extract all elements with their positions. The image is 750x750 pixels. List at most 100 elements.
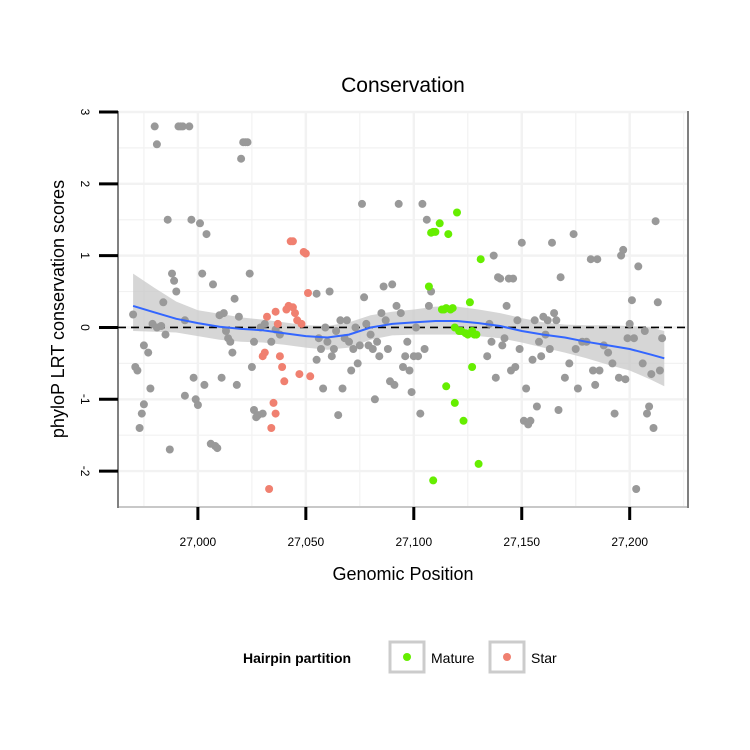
point-star-14 <box>288 237 297 246</box>
legend-label-mature: Mature <box>431 650 475 666</box>
point-other-75 <box>332 327 341 335</box>
point-other-99 <box>383 345 392 353</box>
point-mature-27 <box>468 327 477 335</box>
point-other-150 <box>548 238 556 247</box>
point-other-46 <box>230 294 239 303</box>
point-other-17 <box>165 445 174 454</box>
point-mature-20 <box>468 363 477 371</box>
point-other-124 <box>491 373 500 382</box>
point-star-6 <box>271 409 280 418</box>
point-other-15 <box>161 330 170 339</box>
point-other-32 <box>198 269 207 278</box>
point-other-183 <box>643 409 651 418</box>
point-other-95 <box>375 352 384 361</box>
point-other-26 <box>185 122 194 131</box>
x-axis-ticks: 27,000 27,050 27,100 27,150 27,200 <box>180 507 648 549</box>
point-mature-5 <box>435 219 444 228</box>
point-star-7 <box>273 319 282 328</box>
point-other-118 <box>424 301 433 310</box>
point-star-3 <box>265 485 274 493</box>
point-mature-25 <box>442 304 451 313</box>
point-other-82 <box>347 366 356 375</box>
point-other-69 <box>319 384 328 393</box>
point-other-154 <box>556 273 565 282</box>
point-other-97 <box>379 282 388 291</box>
point-other-102 <box>390 380 399 389</box>
point-other-77 <box>336 316 345 325</box>
legend-title: Hairpin partition <box>243 650 351 666</box>
point-other-66 <box>312 355 321 364</box>
point-other-34 <box>202 230 211 239</box>
point-mature-24 <box>476 255 485 264</box>
point-other-85 <box>353 359 362 368</box>
y-axis-ticks: -2 -1 0 1 2 3 <box>78 109 118 477</box>
x-tick-label-3: 27,150 <box>503 535 540 549</box>
point-other-109 <box>405 366 414 375</box>
point-mature-12 <box>450 398 459 407</box>
point-other-67 <box>314 334 323 343</box>
point-other-86 <box>355 341 364 350</box>
point-other-4 <box>137 409 146 418</box>
point-other-61 <box>260 319 269 328</box>
point-other-140 <box>526 416 535 425</box>
point-other-13 <box>157 322 166 330</box>
point-other-65 <box>312 289 321 298</box>
point-other-92 <box>368 345 377 353</box>
point-other-105 <box>396 309 405 318</box>
point-other-98 <box>381 316 390 325</box>
point-other-122 <box>487 337 496 346</box>
point-other-48 <box>234 312 243 321</box>
point-other-18 <box>168 269 176 278</box>
point-other-93 <box>370 395 379 404</box>
y-axis-title: phyloP LRT conservation scores <box>48 180 68 438</box>
point-other-159 <box>573 384 582 393</box>
point-other-96 <box>377 309 386 318</box>
point-other-153 <box>554 406 563 414</box>
y-tick-label-1: -1 <box>78 394 92 405</box>
point-other-166 <box>595 366 604 375</box>
point-other-11 <box>152 140 161 149</box>
point-other-6 <box>139 400 148 409</box>
y-tick-label-5: 3 <box>78 109 92 116</box>
point-other-188 <box>653 298 662 307</box>
point-other-68 <box>317 345 325 353</box>
point-other-168 <box>604 348 613 357</box>
point-other-142 <box>530 316 539 325</box>
point-other-36 <box>209 280 217 289</box>
point-other-117 <box>422 215 431 224</box>
point-other-187 <box>651 217 660 226</box>
point-other-171 <box>614 373 623 382</box>
plot-border <box>117 111 689 508</box>
point-other-52 <box>243 138 252 147</box>
point-other-8 <box>146 384 155 393</box>
x-tick-label-4: 27,200 <box>611 535 648 549</box>
point-other-126 <box>496 274 505 283</box>
point-star-18 <box>297 319 306 328</box>
point-other-87 <box>358 199 366 208</box>
point-other-112 <box>412 323 420 332</box>
point-other-41 <box>219 309 228 318</box>
point-mature-23 <box>474 459 483 468</box>
point-other-74 <box>329 345 338 353</box>
legend-entry-mature: Mature <box>388 640 475 674</box>
point-other-94 <box>373 337 382 346</box>
point-other-145 <box>537 352 546 361</box>
point-star-1 <box>260 348 269 357</box>
point-mature-13 <box>453 208 461 217</box>
plot-panel <box>117 110 689 508</box>
point-other-176 <box>625 319 634 328</box>
point-other-181 <box>638 359 647 368</box>
point-other-106 <box>399 363 407 371</box>
point-other-81 <box>345 337 353 346</box>
point-star-22 <box>306 372 315 381</box>
point-other-7 <box>144 348 153 357</box>
point-other-80 <box>342 316 351 325</box>
point-other-178 <box>630 334 638 343</box>
point-other-177 <box>627 296 636 305</box>
point-other-115 <box>418 199 427 208</box>
point-other-113 <box>414 352 423 361</box>
point-star-8 <box>275 352 284 361</box>
point-star-9 <box>278 363 287 371</box>
point-other-138 <box>522 384 531 393</box>
point-other-162 <box>586 255 595 264</box>
